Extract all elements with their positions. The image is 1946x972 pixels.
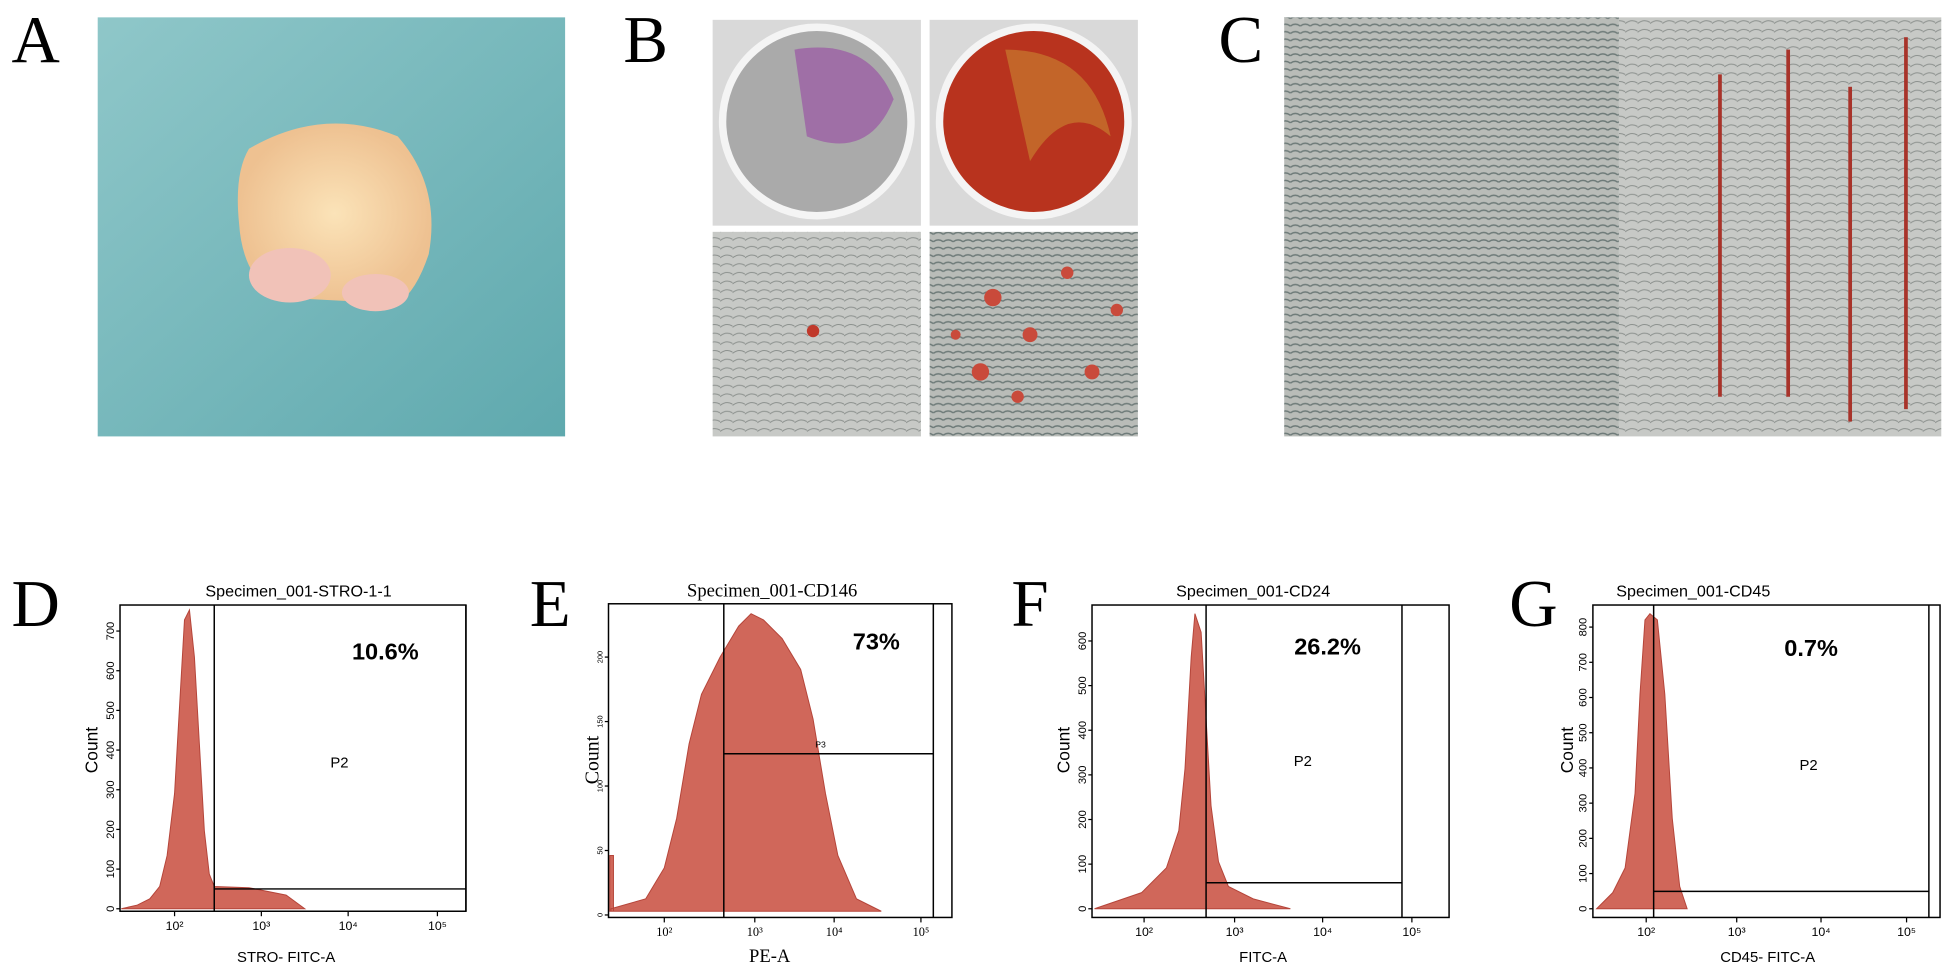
y-axis-label: Count	[82, 727, 102, 773]
y-tick-label: 0	[105, 906, 117, 912]
y-tick-label: 600	[1578, 688, 1590, 707]
y-tick-label: 0	[1077, 906, 1089, 912]
y-tick-label: 300	[105, 780, 117, 799]
photo-a	[97, 17, 566, 437]
x-tick-label: 10²	[1637, 925, 1655, 939]
x-axis-label: PE-A	[749, 946, 791, 967]
y-tick-label: 600	[105, 661, 117, 680]
x-tick-label: 10²	[1135, 925, 1153, 939]
plot-frame	[1091, 604, 1450, 919]
gate-percent: 0.7%	[1784, 635, 1838, 661]
plot-title: Specimen_001-CD146	[687, 580, 857, 601]
x-tick-label: 10²	[166, 919, 184, 933]
x-tick-label: 10⁴	[339, 919, 358, 933]
gate-percent: 26.2%	[1294, 634, 1361, 660]
x-tick-label: 10³	[1226, 925, 1244, 939]
gate-name: P2	[1294, 754, 1312, 770]
y-tick-label: 100	[1578, 864, 1590, 883]
x-tick-label: 10⁴	[1313, 925, 1332, 939]
plot-title: Specimen_001-CD45	[1616, 582, 1770, 600]
y-tick-label: 300	[1077, 766, 1089, 785]
y-tick-label: 700	[1578, 653, 1590, 672]
y-tick-label: 700	[105, 622, 117, 641]
x-tick-label: 10⁵	[428, 919, 447, 933]
y-tick-label: 400	[1077, 721, 1089, 740]
y-tick-label: 50	[595, 846, 604, 854]
panel-label: B	[623, 3, 668, 77]
panel-label: C	[1218, 3, 1263, 77]
x-tick-label: 10⁵	[913, 925, 930, 939]
x-tick-label: 10³	[1728, 925, 1746, 939]
x-tick-label: 10⁴	[826, 925, 843, 939]
y-tick-label: 400	[105, 741, 117, 760]
gate-name: P3	[815, 740, 826, 750]
x-tick-label: 10²	[656, 925, 672, 939]
panel-label: F	[1011, 567, 1048, 641]
y-tick-label: 800	[1578, 618, 1590, 637]
y-tick-label: 150	[595, 715, 604, 727]
x-tick-label: 10⁵	[1402, 925, 1421, 939]
y-tick-label: 500	[105, 701, 117, 720]
x-tick-label: 10⁴	[1811, 925, 1830, 939]
x-tick-label: 10⁵	[1897, 925, 1916, 939]
gate-name: P2	[1800, 758, 1818, 774]
y-tick-label: 500	[1077, 676, 1089, 695]
plot-title: Specimen_001-CD24	[1176, 582, 1330, 600]
y-tick-label: 100	[105, 860, 117, 879]
photo-c	[1284, 17, 1942, 437]
panel-label: E	[530, 567, 571, 641]
x-tick-label: 10³	[252, 919, 270, 933]
y-axis-label: Count	[1557, 727, 1577, 773]
x-axis-label: STRO- FITC-A	[237, 950, 335, 966]
x-axis-label: CD45- FITC-A	[1720, 950, 1815, 966]
y-tick-label: 100	[1077, 855, 1089, 874]
x-tick-label: 10³	[747, 925, 763, 939]
y-tick-label: 600	[1077, 632, 1089, 651]
gate-percent: 73%	[853, 629, 900, 655]
y-tick-label: 200	[1578, 829, 1590, 848]
y-tick-label: 100	[595, 780, 604, 792]
y-axis-label: Count	[582, 735, 604, 784]
photo-b	[712, 19, 1138, 437]
panel-label: A	[12, 3, 60, 77]
y-tick-label: 0	[595, 913, 604, 917]
y-tick-label: 200	[105, 820, 117, 839]
y-tick-label: 200	[595, 651, 604, 663]
plot-title: Specimen_001-STRO-1-1	[205, 582, 391, 600]
panel-label: D	[12, 567, 60, 641]
y-tick-label: 500	[1578, 723, 1590, 742]
gate-name: P2	[330, 755, 348, 771]
plot-frame	[1592, 604, 1941, 919]
y-tick-label: 400	[1578, 759, 1590, 778]
y-axis-label: Count	[1054, 727, 1074, 773]
y-tick-label: 200	[1077, 810, 1089, 829]
x-axis-label: FITC-A	[1239, 950, 1287, 966]
gate-percent: 10.6%	[352, 639, 419, 665]
y-tick-label: 300	[1578, 794, 1590, 813]
plot-frame	[607, 603, 953, 919]
y-tick-label: 0	[1578, 906, 1590, 912]
panel-label: G	[1509, 567, 1557, 641]
